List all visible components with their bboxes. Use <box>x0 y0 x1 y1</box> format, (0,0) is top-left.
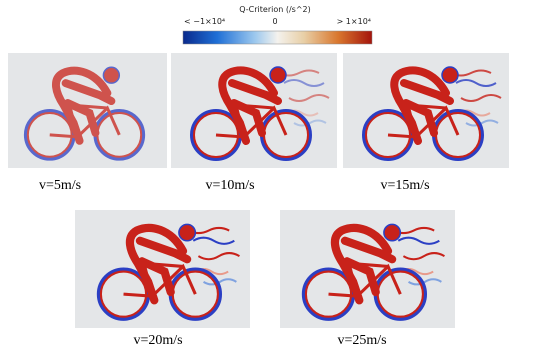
colorbar-max-label: > 1×10⁴ <box>337 17 371 26</box>
panel <box>343 53 509 168</box>
colorbar-title: Q-Criterion (/s^2) <box>239 5 310 14</box>
colorbar <box>182 30 373 45</box>
panel <box>280 210 455 328</box>
panel <box>8 53 167 168</box>
panel-caption: v=15m/s <box>380 178 429 193</box>
panel-caption: v=25m/s <box>337 333 386 348</box>
colorbar-mid-label: 0 <box>272 17 277 26</box>
panel-caption: v=20m/s <box>133 333 182 348</box>
colorbar-min-label: < −1×10⁴ <box>184 17 225 26</box>
panel-caption: v=10m/s <box>205 178 254 193</box>
panel <box>171 53 337 168</box>
panel-caption: v=5m/s <box>39 178 81 193</box>
panel <box>75 210 250 328</box>
